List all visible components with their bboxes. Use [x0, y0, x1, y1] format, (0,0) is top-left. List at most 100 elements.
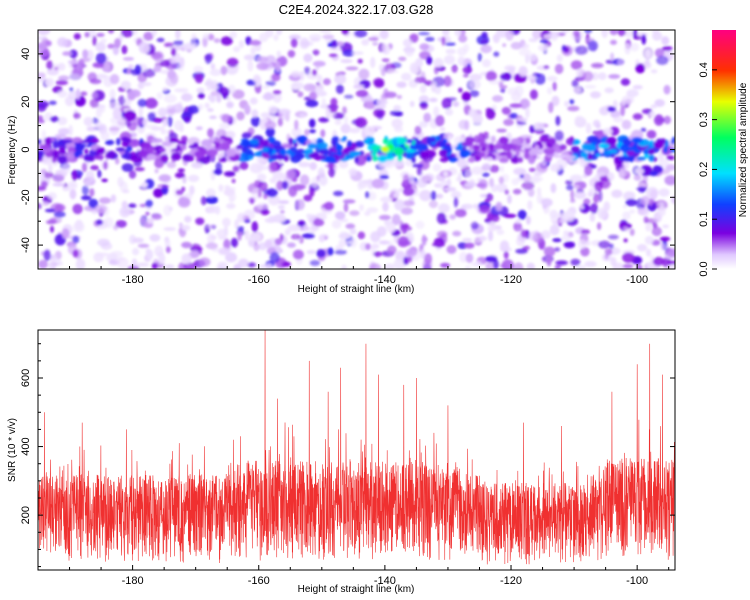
heatmap-cell [577, 239, 587, 249]
heatmap-cell [82, 185, 89, 196]
heatmap-cell [120, 80, 131, 90]
heatmap-cell [533, 122, 545, 130]
heatmap-cell [150, 126, 163, 131]
heatmap-cell [584, 261, 597, 268]
heatmap-cell [181, 224, 191, 231]
colorbar-title: Normalized spectral amplitude [738, 82, 749, 217]
heatmap-signal-cell [580, 151, 588, 159]
heatmap-cell [485, 107, 494, 113]
heatmap-cell [68, 73, 81, 80]
heatmap-cell [580, 246, 590, 257]
heatmap-cell [165, 264, 175, 269]
heatmap-signal-cell [219, 142, 230, 151]
heatmap-signal-cell [335, 145, 343, 152]
heatmap-cell [622, 226, 629, 231]
heatmap-cell [54, 133, 67, 139]
heatmap-cell [153, 188, 164, 198]
heatmap-cell [338, 239, 347, 248]
heatmap-cell [190, 250, 200, 258]
heatmap-cell [482, 131, 490, 140]
heatmap-cell [91, 117, 99, 124]
heatmap-signal-cell [158, 147, 166, 153]
heatmap-cell [277, 205, 285, 210]
heatmap-cell [363, 126, 376, 137]
heatmap-cell [219, 122, 231, 130]
heatmap-cell [498, 176, 504, 185]
heatmap-cell [443, 75, 452, 87]
heatmap-cell [250, 232, 262, 242]
heatmap-cell [499, 165, 504, 173]
heatmap-cell [276, 50, 282, 58]
heatmap-cell [187, 105, 200, 114]
heatmap-cell [146, 249, 154, 260]
heatmap-cell [276, 180, 284, 191]
heatmap-cell [218, 247, 231, 255]
heatmap-cell [89, 98, 99, 108]
heatmap-cell [454, 208, 467, 218]
heatmap-cell [190, 247, 203, 252]
heatmap-cell [140, 217, 146, 224]
heatmap-cell [644, 58, 651, 67]
heatmap-cell [54, 203, 66, 212]
heatmap-signal-cell [461, 141, 474, 147]
heatmap-cell [621, 119, 632, 130]
heatmap-cell [457, 242, 468, 250]
heatmap-cell [232, 89, 245, 100]
heatmap-cell [194, 73, 204, 84]
heatmap-cell [379, 240, 390, 245]
heatmap-cell [231, 178, 236, 184]
heatmap-cell [351, 51, 364, 55]
heatmap-cell [598, 72, 607, 80]
heatmap-cell [415, 220, 425, 229]
heatmap-cell [178, 88, 189, 93]
heatmap-cell [366, 207, 379, 213]
heatmap-cell [658, 158, 669, 168]
heatmap-signal-cell [405, 139, 414, 144]
heatmap-cell [38, 72, 46, 83]
heatmap-signal-cell [543, 148, 555, 155]
heatmap-cell [153, 65, 162, 73]
heatmap-signal-cell [318, 149, 328, 154]
heatmap-cell [100, 38, 107, 44]
heatmap-cell [567, 105, 580, 112]
heatmap-cell [608, 74, 621, 79]
heatmap-cell [384, 91, 397, 99]
heatmap-cell [393, 258, 406, 269]
heatmap-cell [286, 242, 296, 248]
heatmap-cell [132, 237, 144, 244]
heatmap-cell [226, 101, 234, 109]
heatmap-cell [243, 54, 256, 61]
heatmap-signal-cell [666, 155, 675, 161]
heatmap-cell [590, 91, 601, 99]
heatmap-cell [309, 129, 316, 134]
heatmap-cell [402, 174, 410, 186]
heatmap-cell [476, 182, 487, 188]
heatmap-cell [529, 53, 537, 62]
heatmap-cell [273, 34, 279, 41]
heatmap-cell [610, 257, 617, 267]
heatmap-cell [184, 215, 192, 223]
x-tick-label: -100 [626, 274, 648, 286]
heatmap-cell [82, 49, 89, 59]
heatmap-cell [228, 192, 237, 202]
heatmap-cell [181, 93, 193, 102]
heatmap-cell [241, 132, 252, 139]
heatmap-cell [335, 211, 346, 220]
heatmap-signal-cell [570, 146, 580, 154]
heatmap-cell [276, 30, 283, 36]
heatmap-cell [331, 219, 342, 229]
heatmap-cell [175, 189, 184, 196]
snr-x-ticks: -180 -160 -140 -120 -100 [37, 565, 670, 587]
heatmap-cell [58, 128, 71, 135]
heatmap-cell [391, 118, 403, 129]
x-tick-label: -120 [500, 575, 522, 587]
heatmap-cell [162, 118, 168, 127]
x-tick-label: -140 [374, 274, 396, 286]
heatmap-cell [485, 255, 498, 263]
heatmap-cell [38, 36, 47, 41]
heatmap-cell [641, 34, 647, 45]
heatmap-cell [584, 30, 593, 34]
heatmap-cell [278, 108, 291, 116]
heatmap-cell [440, 262, 451, 268]
heatmap-signal-cell [606, 136, 617, 145]
